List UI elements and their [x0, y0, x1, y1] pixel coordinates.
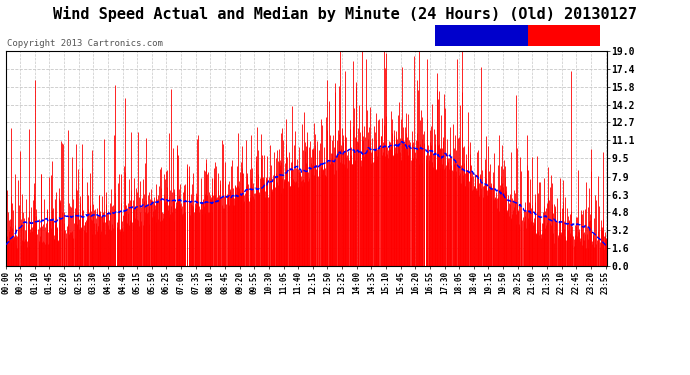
Text: Median (mph): Median (mph) — [449, 31, 513, 40]
Text: Copyright 2013 Cartronics.com: Copyright 2013 Cartronics.com — [7, 39, 163, 48]
Text: Wind (mph): Wind (mph) — [538, 31, 591, 40]
Text: Wind Speed Actual and Median by Minute (24 Hours) (Old) 20130127: Wind Speed Actual and Median by Minute (… — [53, 6, 637, 22]
